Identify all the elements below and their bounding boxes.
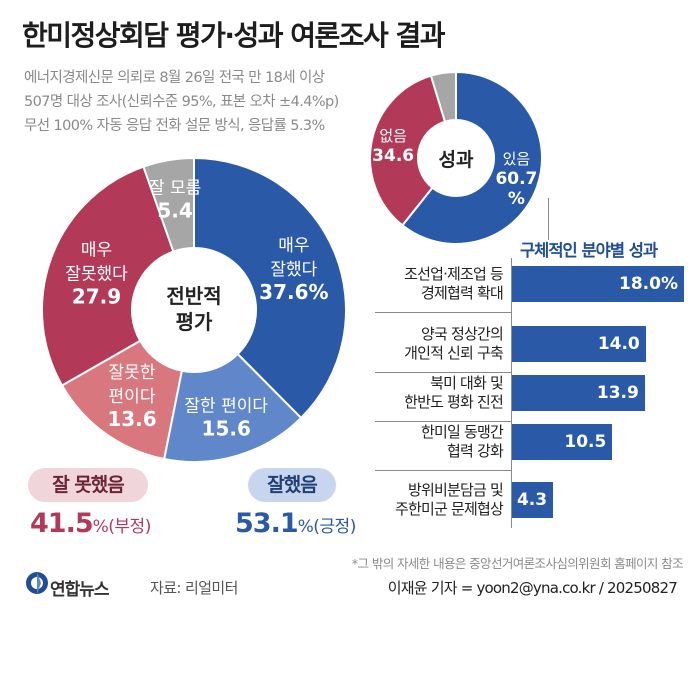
subtitle-line-1: 에너지경제신문 의뢰로 8월 26일 전국 만 18세 이상 [24, 70, 325, 86]
positive-total-value: 53.1 [235, 508, 299, 539]
bar-4: 4.3 [512, 482, 554, 518]
bar-separator [375, 421, 511, 422]
overall-slice-3 [41, 165, 175, 387]
negative-total-value: 41.5 [30, 508, 94, 539]
bar-separator [375, 312, 511, 313]
overall-slice-label-2: 잘못한 [109, 363, 156, 383]
results-slice-0 [401, 70, 543, 245]
bar-axis-line [511, 258, 512, 528]
overall-slice-1 [162, 352, 303, 463]
overall-slice-label-4: 잘 모름 [149, 179, 201, 199]
results-slice-value-0: % [508, 189, 525, 209]
bar-category-label: 조선업·제조업 등 경제협력 확대 [404, 265, 504, 302]
results-slice-value-1: 34.6 [372, 146, 414, 166]
bar-separator [375, 470, 511, 471]
bar-separator [375, 372, 511, 373]
footnote: *그 밖의 자세한 내용은 중앙선거여론조사심의위원회 홈페이지 참조 [351, 556, 684, 571]
agency-logo-text: 연합뉴스 [50, 580, 110, 600]
overall-center-label-2: 평가 [176, 310, 213, 334]
bar-category-label: 방위비분담금 및 주한미군 문제협상 [395, 481, 504, 518]
overall-slice-value-2: 13.6 [107, 407, 156, 431]
overall-slice-0 [193, 156, 347, 420]
overall-slice-label-0: 잘했다 [270, 260, 317, 280]
results-slice-label-1: 없음 [379, 127, 407, 145]
bar-connector-line [548, 198, 549, 240]
overall-slice-label-3: 잘못했다 [65, 265, 128, 285]
overall-slice-value-1: 15.6 [202, 416, 251, 440]
bar-category-label: 양국 정상간의 개인적 신뢰 구축 [404, 325, 504, 362]
overall-slice-label-1: 잘한 편이다 [184, 396, 268, 416]
negative-total: 41.5%(부정) [30, 508, 151, 539]
overall-center-label-1: 전반적 [166, 284, 221, 308]
bar-2: 13.9 [512, 375, 645, 411]
results-slice-2 [429, 70, 457, 123]
results-center-label: 성과 [439, 149, 474, 171]
overall-slice-value-3: 27.9 [72, 285, 121, 309]
overall-slice-label-2: 편이다 [109, 387, 156, 407]
page-title: 한미정상회담 평가·성과 여론조사 결과 [22, 19, 446, 52]
overall-slice-4 [142, 156, 195, 253]
results-slice-1 [369, 74, 447, 227]
bar-chart-title: 구체적인 분야별 성과 [520, 241, 658, 260]
overall-slice-value-4: 5.4 [157, 199, 192, 223]
positive-total-suffix: %(긍정) [297, 517, 357, 537]
byline: 이재윤 기자 = yoon2@yna.co.kr / 20250827 [387, 579, 678, 597]
bar-3: 10.5 [512, 424, 613, 460]
source-text: 자료: 리얼미터 [150, 579, 238, 597]
positive-total: 53.1%(긍정) [235, 508, 356, 539]
bar-1: 14.0 [512, 326, 646, 362]
overall-slice-label-0: 매우 [278, 236, 309, 256]
overall-slice-label-3: 매우 [81, 241, 112, 261]
results-slice-label-0: 있음 [503, 150, 531, 168]
subtitle-line-2: 507명 대상 조사(신뢰수준 95%, 표본 오차 ±4.4%p) [24, 94, 339, 110]
bar-category-label: 한미일 동맹간 협력 강화 [421, 423, 504, 460]
overall-slice-value-0: 37.6% [259, 280, 328, 304]
yonhap-logo-icon [26, 572, 48, 594]
positive-pill: 잘했음 [248, 468, 336, 502]
negative-pill: 잘 못했음 [28, 468, 148, 502]
results-slice-value-0: 60.7 [495, 169, 537, 189]
bar-0: 18.0% [512, 266, 684, 302]
subtitle-line-3: 무선 100% 자동 응답 전화 설문 방식, 응답률 5.3% [24, 118, 325, 134]
negative-total-suffix: %(부정) [92, 517, 152, 537]
bar-category-label: 북미 대화 및 한반도 평화 진전 [404, 374, 504, 411]
